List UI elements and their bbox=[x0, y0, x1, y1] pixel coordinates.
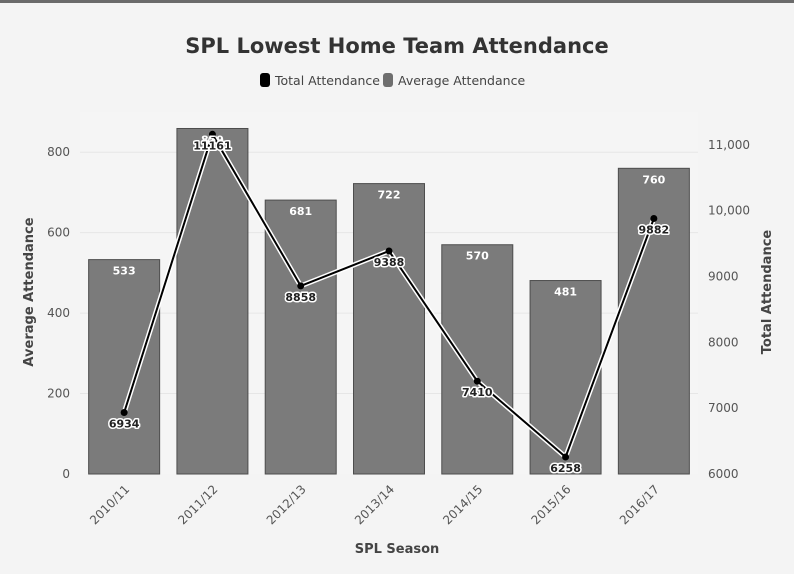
y2-axis-title: Total Attendance bbox=[760, 230, 775, 355]
line-point-label: 6934 bbox=[109, 418, 140, 431]
y-tick-label: 400 bbox=[47, 306, 70, 320]
line-point bbox=[473, 377, 481, 385]
bar bbox=[353, 183, 425, 475]
bar-value-label: 722 bbox=[378, 189, 401, 202]
y2-tick-label: 9000 bbox=[708, 270, 739, 284]
line-point bbox=[297, 282, 305, 290]
line-point-label: 9388 bbox=[374, 256, 405, 269]
bar bbox=[88, 259, 161, 475]
legend-swatch-total bbox=[260, 73, 270, 87]
x-tick-label: 2014/15 bbox=[440, 482, 485, 527]
y-tick-label: 200 bbox=[47, 387, 70, 401]
x-axis-title: SPL Season bbox=[355, 542, 440, 557]
y2-tick-label: 10,000 bbox=[708, 204, 750, 218]
bar-value-label: 760 bbox=[642, 173, 665, 186]
bar-value-label: 570 bbox=[466, 250, 489, 263]
legend-swatch-average bbox=[383, 73, 393, 87]
legend-label-total: Total Attendance bbox=[274, 73, 380, 88]
legend: Total Attendance Average Attendance bbox=[260, 73, 525, 88]
y-tick-label: 800 bbox=[47, 145, 70, 159]
x-tick-label: 2013/14 bbox=[352, 482, 397, 527]
y-tick-label: 600 bbox=[47, 226, 70, 240]
y-tick-label: 0 bbox=[62, 467, 70, 481]
bar-value-label: 481 bbox=[554, 286, 577, 299]
x-tick-label: 2015/16 bbox=[529, 482, 574, 527]
y2-tick-label: 8000 bbox=[708, 335, 739, 349]
y2-tick-label: 7000 bbox=[708, 401, 739, 415]
bar-value-label: 859 bbox=[201, 133, 224, 146]
x-tick-label: 2010/11 bbox=[87, 482, 132, 527]
bar-value-label: 533 bbox=[113, 265, 136, 278]
line-point-label: 7410 bbox=[462, 386, 493, 399]
legend-label-average: Average Attendance bbox=[398, 73, 525, 88]
bar bbox=[441, 244, 514, 475]
x-tick-label: 2011/12 bbox=[175, 482, 220, 527]
x-tick-label: 2012/13 bbox=[264, 482, 309, 527]
line-point bbox=[562, 453, 570, 461]
bar-value-label: 681 bbox=[289, 205, 312, 218]
line-point-label: 9882 bbox=[639, 223, 670, 236]
line-point-label: 8858 bbox=[285, 291, 316, 304]
y2-tick-label: 11,000 bbox=[708, 138, 750, 152]
bar bbox=[529, 280, 602, 475]
line-point bbox=[208, 130, 216, 138]
bar bbox=[617, 167, 690, 475]
line-point bbox=[385, 247, 393, 255]
line-point-label: 6258 bbox=[550, 462, 581, 475]
chart-title: SPL Lowest Home Team Attendance bbox=[185, 34, 608, 58]
x-tick-label: 2016/17 bbox=[617, 482, 662, 527]
line-point bbox=[650, 214, 658, 222]
line-point-label: 11161 bbox=[193, 139, 231, 152]
line-point bbox=[120, 409, 128, 417]
bar bbox=[176, 127, 249, 475]
y2-tick-label: 6000 bbox=[708, 467, 739, 481]
top-border bbox=[0, 0, 794, 3]
y-axis-title: Average Attendance bbox=[22, 217, 37, 366]
